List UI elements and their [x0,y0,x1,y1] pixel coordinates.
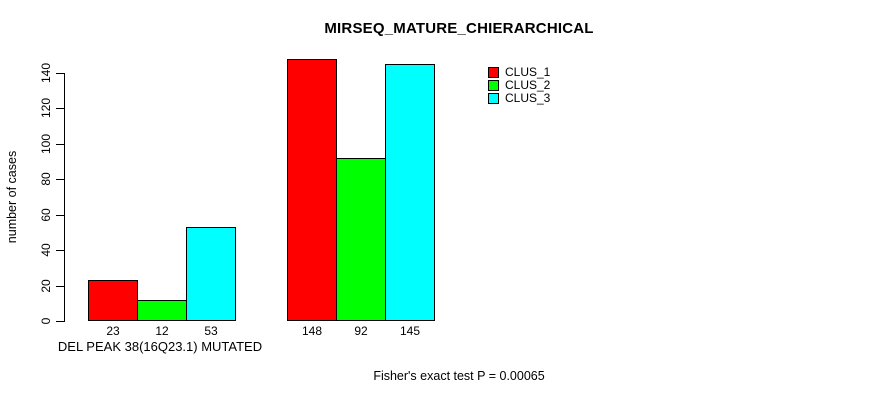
legend-label-clus_2: CLUS_2 [505,78,551,92]
chart-title: MIRSEQ_MATURE_CHIERARCHICAL [324,20,594,37]
y-axis-line [64,73,65,322]
bar-value-label: 148 [301,324,323,338]
pvalue-annotation: Fisher's exact test P = 0.00065 [373,369,545,383]
legend-swatch-clus_1 [488,67,499,78]
y-axis-tick [56,215,64,216]
bar-value-label: 23 [106,324,120,338]
bar-clus_3-group2 [385,64,435,321]
y-axis-tick [56,286,64,287]
legend-swatch-clus_3 [488,93,499,104]
x-axis-label: DEL PEAK 38(16Q23.1) MUTATED [57,339,263,354]
bar-value-label: 92 [354,324,368,338]
y-axis-tick [56,73,64,74]
y-axis-tick [56,108,64,109]
bar-value-label: 53 [204,324,218,338]
y-axis-tick [56,179,64,180]
bar-clus_1-group1 [88,280,138,321]
bar-clus_3-group1 [186,227,236,321]
y-axis-tick [56,250,64,251]
legend-label-clus_1: CLUS_1 [505,65,551,79]
bar-value-label: 12 [155,324,169,338]
legend-swatch-clus_2 [488,80,499,91]
legend-label-clus_3: CLUS_3 [505,91,551,105]
bar-value-label: 145 [399,324,421,338]
bar-clus_1-group2 [287,59,337,321]
y-axis-tick [56,321,64,322]
y-axis-tick [56,144,64,145]
